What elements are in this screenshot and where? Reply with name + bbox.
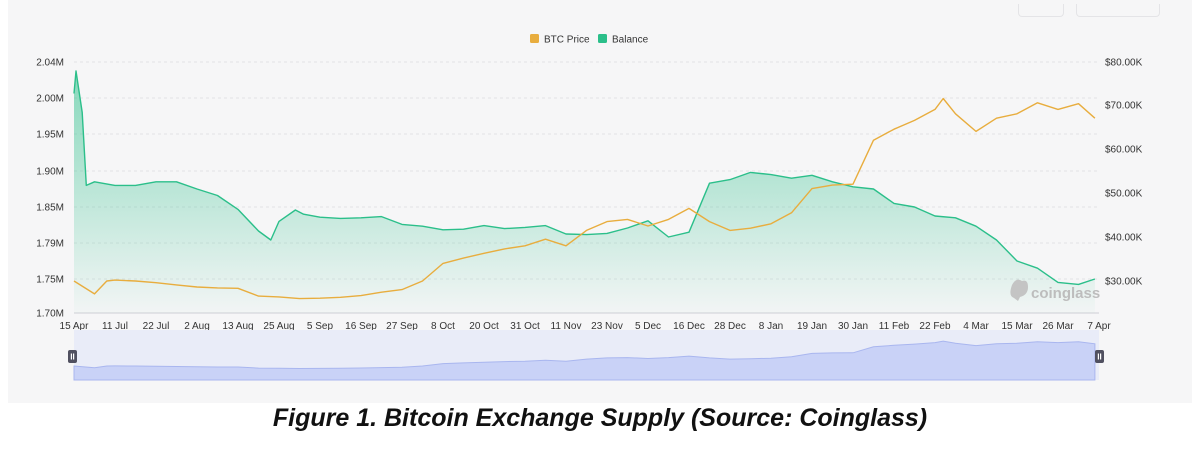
coinglass-logo-icon xyxy=(1010,279,1028,301)
y-left-tick-label: 1.79M xyxy=(36,239,64,250)
series-btc-price-line[interactable] xyxy=(73,97,1096,300)
x-tick-label: 13 Aug xyxy=(222,321,253,332)
x-axis: 15 Apr 11 Jul 22 Jul 2 Aug 13 Aug 25 Aug 5 Sep… xyxy=(60,321,1112,332)
x-tick-label: 2 Aug xyxy=(184,321,210,332)
y-left-tick-label: 2.04M xyxy=(36,58,64,69)
x-tick-label: 8 Oct xyxy=(431,321,455,332)
y-right-tick-label: $30.00K xyxy=(1105,277,1143,288)
series-group xyxy=(73,70,1096,313)
x-tick-label: 8 Jan xyxy=(759,321,783,332)
series-balance-area xyxy=(74,71,1095,313)
x-tick-label: 26 Mar xyxy=(1042,321,1074,332)
watermark: coinglass xyxy=(1010,279,1100,302)
x-tick-label: 11 Jul xyxy=(102,321,128,332)
x-tick-label: 15 Apr xyxy=(60,321,90,332)
x-tick-label: 25 Aug xyxy=(263,321,294,332)
legend-swatch-btc-price[interactable] xyxy=(530,34,539,43)
y-right-tick-label: $80.00K xyxy=(1105,58,1143,69)
x-tick-label: 31 Oct xyxy=(510,321,540,332)
watermark-text: coinglass xyxy=(1031,285,1100,302)
legend-swatch-balance[interactable] xyxy=(598,34,607,43)
y-left-tick-label: 2.00M xyxy=(36,94,64,105)
x-tick-label: 11 Nov xyxy=(551,321,582,332)
legend-label-btc-price[interactable]: BTC Price xyxy=(544,35,590,46)
x-tick-label: 15 Mar xyxy=(1001,321,1033,332)
x-tick-label: 16 Dec xyxy=(673,321,705,332)
x-tick-label: 23 Nov xyxy=(591,321,623,332)
chart-legend: BTC Price Balance xyxy=(530,34,649,46)
x-tick-label: 27 Sep xyxy=(386,321,418,332)
x-tick-label: 30 Jan xyxy=(838,321,868,332)
x-tick-label: 11 Feb xyxy=(879,321,910,332)
y-axis-left: 2.04M 2.00M 1.95M 1.90M 1.85M 1.79M 1.75M 1.70M xyxy=(36,58,64,320)
x-tick-label: 5 Dec xyxy=(635,321,661,332)
navigator-area xyxy=(73,340,1096,381)
chart-toolbar-button[interactable] xyxy=(1076,4,1160,17)
x-tick-label: 19 Jan xyxy=(797,321,827,332)
figure-caption: Figure 1. Bitcoin Exchange Supply (Sourc… xyxy=(272,404,928,432)
x-tick-label: 28 Dec xyxy=(714,321,746,332)
chart-toolbar-button[interactable] xyxy=(1018,4,1064,17)
y-left-tick-label: 1.85M xyxy=(36,203,64,214)
y-left-tick-label: 1.75M xyxy=(36,275,64,286)
y-left-tick-label: 1.70M xyxy=(36,309,64,320)
y-right-tick-label: $40.00K xyxy=(1105,233,1143,244)
range-navigator[interactable] xyxy=(68,330,1104,381)
x-tick-label: 7 Apr xyxy=(1087,321,1111,332)
y-right-tick-label: $70.00K xyxy=(1105,101,1143,112)
series-balance-line[interactable] xyxy=(73,70,1096,286)
y-right-tick-label: $60.00K xyxy=(1105,145,1143,156)
y-right-tick-label: $50.00K xyxy=(1105,189,1143,200)
navigator-handle-left[interactable] xyxy=(68,350,77,363)
y-left-tick-label: 1.95M xyxy=(36,130,64,141)
navigator-handle-right[interactable] xyxy=(1095,350,1104,363)
x-tick-label: 20 Oct xyxy=(469,321,499,332)
x-tick-label: 4 Mar xyxy=(963,321,989,332)
x-tick-label: 16 Sep xyxy=(345,321,377,332)
x-tick-label: 22 Jul xyxy=(143,321,170,332)
x-tick-label: 22 Feb xyxy=(919,321,951,332)
legend-label-balance[interactable]: Balance xyxy=(612,35,649,46)
x-tick-label: 5 Sep xyxy=(307,321,334,332)
chart-svg: BTC Price Balance 2.04M 2.00M 1.95M 1.90M 1.… xyxy=(36,34,1143,381)
y-axis-right: $80.00K $70.00K $60.00K $50.00K $40.00K $30.0… xyxy=(1105,58,1143,288)
y-left-tick-label: 1.90M xyxy=(36,167,64,178)
